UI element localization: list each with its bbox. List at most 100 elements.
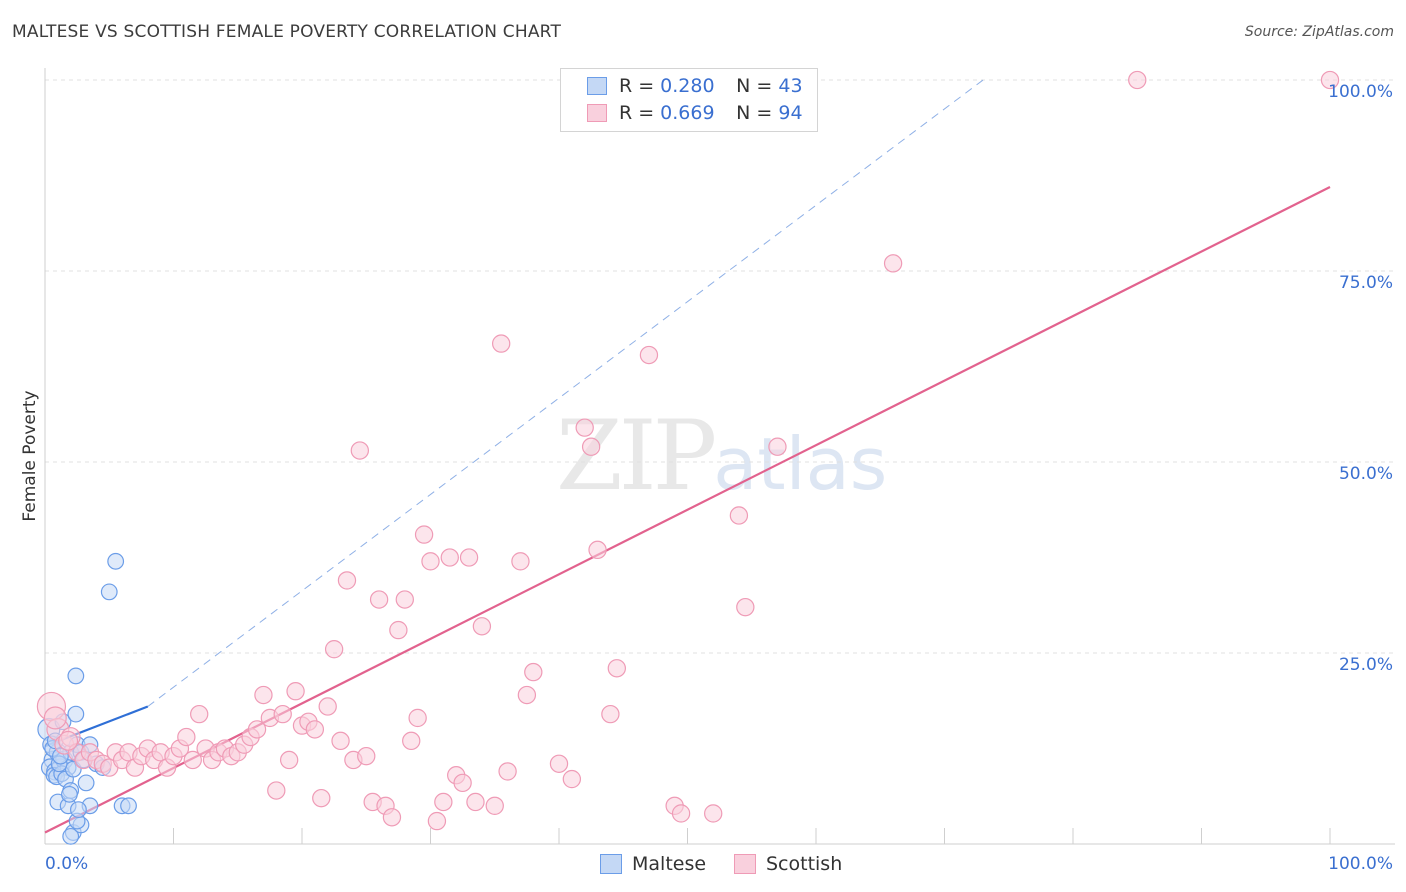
- scottish-point: [562, 769, 582, 789]
- maltese-point: [67, 705, 85, 723]
- scottish-point: [524, 662, 543, 682]
- maltese-point: [62, 827, 80, 845]
- scottish-point: [279, 750, 299, 770]
- maltese-trend-extension: [147, 79, 984, 707]
- y-tick-label: 50.0%: [1339, 464, 1393, 484]
- scottish-point: [434, 792, 453, 812]
- scottish-point: [324, 639, 344, 659]
- n-value: 94: [778, 102, 803, 124]
- scottish-point: [312, 788, 331, 808]
- scottish-point: [273, 704, 292, 724]
- n-value: 43: [778, 75, 803, 97]
- scottish-point: [575, 418, 594, 437]
- scottish-point: [337, 571, 357, 590]
- stats-legend: R = 0.280 N = 43 R = 0.669 N = 94: [560, 68, 818, 132]
- y-tick-label: 75.0%: [1339, 273, 1393, 293]
- scottish-point: [190, 704, 209, 724]
- scottish-point: [1320, 70, 1340, 90]
- scottish-legend-label: Scottish: [766, 853, 843, 875]
- x-tick-label-max: 100.0%: [1328, 854, 1393, 874]
- legend-item-maltese[interactable]: Maltese: [600, 852, 706, 876]
- scottish-point: [177, 727, 196, 747]
- scottish-swatch: [587, 104, 607, 122]
- x-tick-label-min: 0.0%: [45, 854, 88, 874]
- scottish-point: [357, 746, 376, 766]
- scottish-point: [472, 617, 492, 636]
- scottish-point: [350, 441, 370, 460]
- scottish-point: [440, 548, 459, 567]
- scottish-point: [382, 808, 402, 827]
- stats-row-maltese: R = 0.280 N = 43: [587, 74, 803, 98]
- maltese-point: [61, 785, 78, 803]
- axes: [44, 68, 1395, 845]
- maltese-point: [70, 801, 87, 819]
- maltese-point: [67, 667, 85, 685]
- scottish-point: [736, 597, 755, 617]
- scottish-point: [183, 750, 202, 770]
- scottish-point: [466, 792, 485, 812]
- maltese-legend-label: Maltese: [632, 853, 707, 875]
- scottish-point: [485, 796, 504, 815]
- scottish-point: [267, 781, 286, 800]
- scottish-point: [305, 720, 325, 739]
- maltese-point: [120, 797, 137, 815]
- scottish-point: [389, 620, 408, 640]
- scottish-point: [704, 804, 723, 823]
- r-value: 0.669: [660, 102, 715, 124]
- scottish-point: [607, 659, 627, 678]
- scottish-point: [318, 697, 337, 716]
- y-tick-label: 25.0%: [1339, 655, 1393, 675]
- scottish-point: [549, 754, 569, 773]
- scottish-point: [414, 525, 434, 544]
- legend-item-scottish[interactable]: Scottish: [734, 852, 842, 876]
- scottish-point: [408, 708, 427, 728]
- scottish-point: [491, 334, 511, 353]
- r-value: 0.280: [660, 75, 715, 97]
- scottish-point: [498, 762, 517, 781]
- scottish-point: [883, 254, 903, 273]
- scottish-point: [254, 685, 273, 705]
- scottish-point: [1128, 70, 1147, 90]
- scottish-point: [402, 731, 421, 751]
- scottish-point: [369, 590, 389, 609]
- scottish-point: [729, 506, 749, 525]
- scottish-point: [517, 685, 537, 705]
- n-label: N =: [736, 102, 773, 124]
- maltese-legend-swatch: [600, 854, 622, 874]
- scottish-point: [453, 773, 472, 793]
- tick-labels: 25.0% 50.0% 75.0% 100.0% 0.0% 100.0%: [45, 82, 1393, 874]
- y-tick-label: 100.0%: [1328, 82, 1393, 102]
- scottish-point: [395, 590, 414, 609]
- maltese-point: [107, 552, 125, 570]
- scottish-point: [247, 720, 267, 739]
- y-axis-label: Female Poverty: [20, 390, 40, 522]
- grid: [45, 79, 1395, 654]
- scottish-point: [421, 552, 440, 571]
- scottish-point: [58, 730, 79, 751]
- scottish-point: [331, 731, 350, 751]
- n-label: N =: [736, 75, 773, 97]
- points: [36, 70, 1340, 845]
- r-label: R =: [619, 102, 655, 124]
- watermark: ZIPatlas: [556, 400, 887, 512]
- scottish-point: [459, 548, 479, 567]
- scottish-point: [671, 804, 691, 823]
- chart-source: Source: ZipAtlas.com: [1244, 24, 1394, 40]
- maltese-swatch: [587, 77, 607, 95]
- trend-lines: [44, 79, 1331, 834]
- stats-row-scottish: R = 0.669 N = 94: [587, 101, 803, 125]
- scottish-point: [639, 345, 659, 365]
- scottish-point: [286, 682, 305, 701]
- scottish-point: [768, 437, 787, 456]
- scottish-legend-swatch: [734, 854, 756, 874]
- scottish-point: [427, 811, 447, 831]
- maltese-point: [100, 583, 118, 601]
- scottish-point: [43, 706, 67, 730]
- scottish-point: [588, 540, 607, 560]
- maltese-point: [77, 774, 95, 792]
- r-label: R =: [619, 75, 655, 97]
- chart-title: MALTESE VS SCOTTISH FEMALE POVERTY CORRE…: [12, 22, 562, 42]
- scottish-trend-line: [44, 185, 1331, 834]
- scottish-point: [601, 704, 620, 724]
